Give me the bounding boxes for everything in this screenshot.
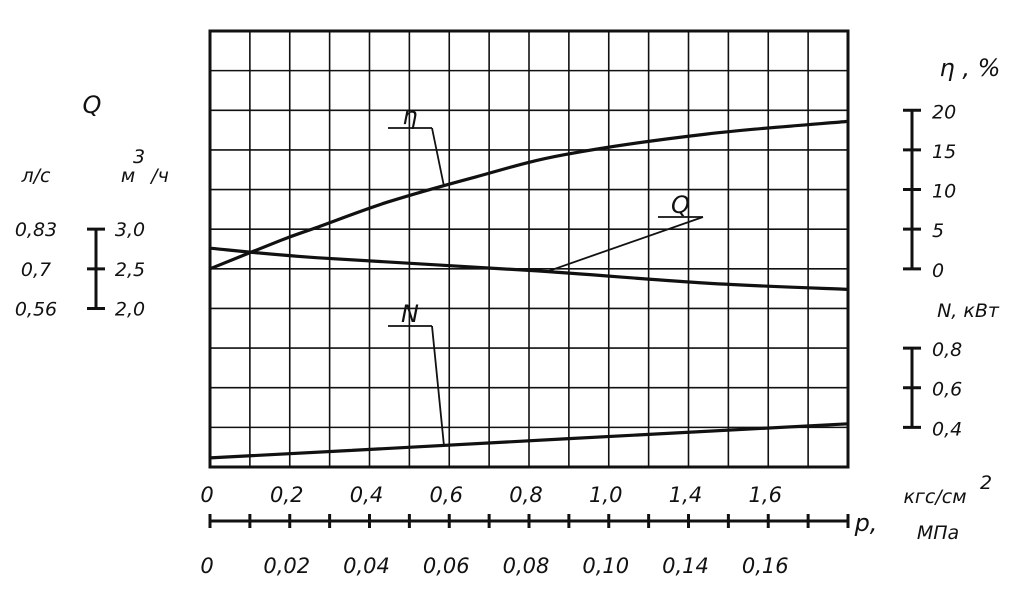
x-tick-label-mpa: 0,04 xyxy=(343,554,390,578)
q-tick-label-ls: 0,83 xyxy=(15,219,57,241)
x-tick-label-mpa: 0,10 xyxy=(582,554,629,578)
q-tick-label-m3h: 2,5 xyxy=(115,259,145,281)
series-label-q: Q xyxy=(671,191,690,219)
eta-axis-label: η , % xyxy=(940,54,1001,82)
x-axis-label: p, xyxy=(854,509,878,537)
eta-tick-label: 0 xyxy=(932,260,944,282)
series-leader-line xyxy=(431,325,445,446)
x-tick-label-kgf: 0,2 xyxy=(270,483,303,507)
eta-tick-label: 20 xyxy=(932,101,956,123)
x-tick-label-kgf: 1,4 xyxy=(669,483,702,507)
eta-tick-label: 10 xyxy=(932,181,956,203)
x-tick-label-mpa: 0 xyxy=(200,554,213,578)
series-line-q xyxy=(209,246,849,291)
x-tick-label-mpa: 0,08 xyxy=(503,554,550,578)
q-tick-label-ls: 0,56 xyxy=(15,298,57,320)
q-tick-label-ls: 0,7 xyxy=(21,259,51,281)
q-axis-label: Q xyxy=(83,91,102,119)
chart-axes xyxy=(87,108,921,528)
x-tick-label-kgf: 0,8 xyxy=(509,483,542,507)
chart-labels: η Q N 0 0,2 0,4 0,6 0,8 1,0 1,4 1,6 0 0,02 0,04 0,06 0,… xyxy=(15,54,1001,578)
x-axis-unit-top: кгс/см xyxy=(903,486,966,508)
n-tick-label: 0,6 xyxy=(932,379,962,401)
series-label-eta: η xyxy=(402,102,417,130)
series-leader-line xyxy=(431,127,445,187)
chart-grid xyxy=(208,29,850,469)
x-tick-label-mpa: 0,14 xyxy=(662,554,709,578)
series-line-eta xyxy=(209,119,849,271)
eta-tick-label: 5 xyxy=(932,220,944,242)
q-unit-m3h-base: м xyxy=(121,165,135,187)
series-line-n xyxy=(209,422,849,460)
x-tick-label-mpa: 0,16 xyxy=(742,554,789,578)
n-axis-label: N, кВт xyxy=(937,300,1000,322)
x-tick-label-mpa: 0,06 xyxy=(423,554,470,578)
x-tick-label-kgf: 0 xyxy=(200,483,213,507)
n-tick-label: 0,4 xyxy=(932,418,962,440)
x-tick-label-kgf: 1,6 xyxy=(749,483,782,507)
q-unit-ls: л/с xyxy=(21,165,52,187)
x-axis-unit-bottom: МПа xyxy=(917,522,959,544)
x-tick-label-kgf: 0,4 xyxy=(350,483,383,507)
q-unit-m3h-superscript: 3 xyxy=(133,146,145,168)
x-tick-label-kgf: 1,0 xyxy=(589,483,622,507)
x-axis-unit-top-superscript: 2 xyxy=(980,472,992,494)
q-unit-m3h-tail: /ч xyxy=(149,165,169,187)
eta-tick-label: 15 xyxy=(932,141,956,163)
n-tick-label: 0,8 xyxy=(932,339,962,361)
series-leader-line xyxy=(546,216,704,273)
x-tick-label-kgf: 0,6 xyxy=(430,483,463,507)
chart-curves xyxy=(209,119,849,460)
q-tick-label-m3h: 2,0 xyxy=(115,298,145,320)
series-label-n: N xyxy=(401,300,419,328)
q-tick-label-m3h: 3,0 xyxy=(115,219,145,241)
x-tick-label-mpa: 0,02 xyxy=(263,554,310,578)
